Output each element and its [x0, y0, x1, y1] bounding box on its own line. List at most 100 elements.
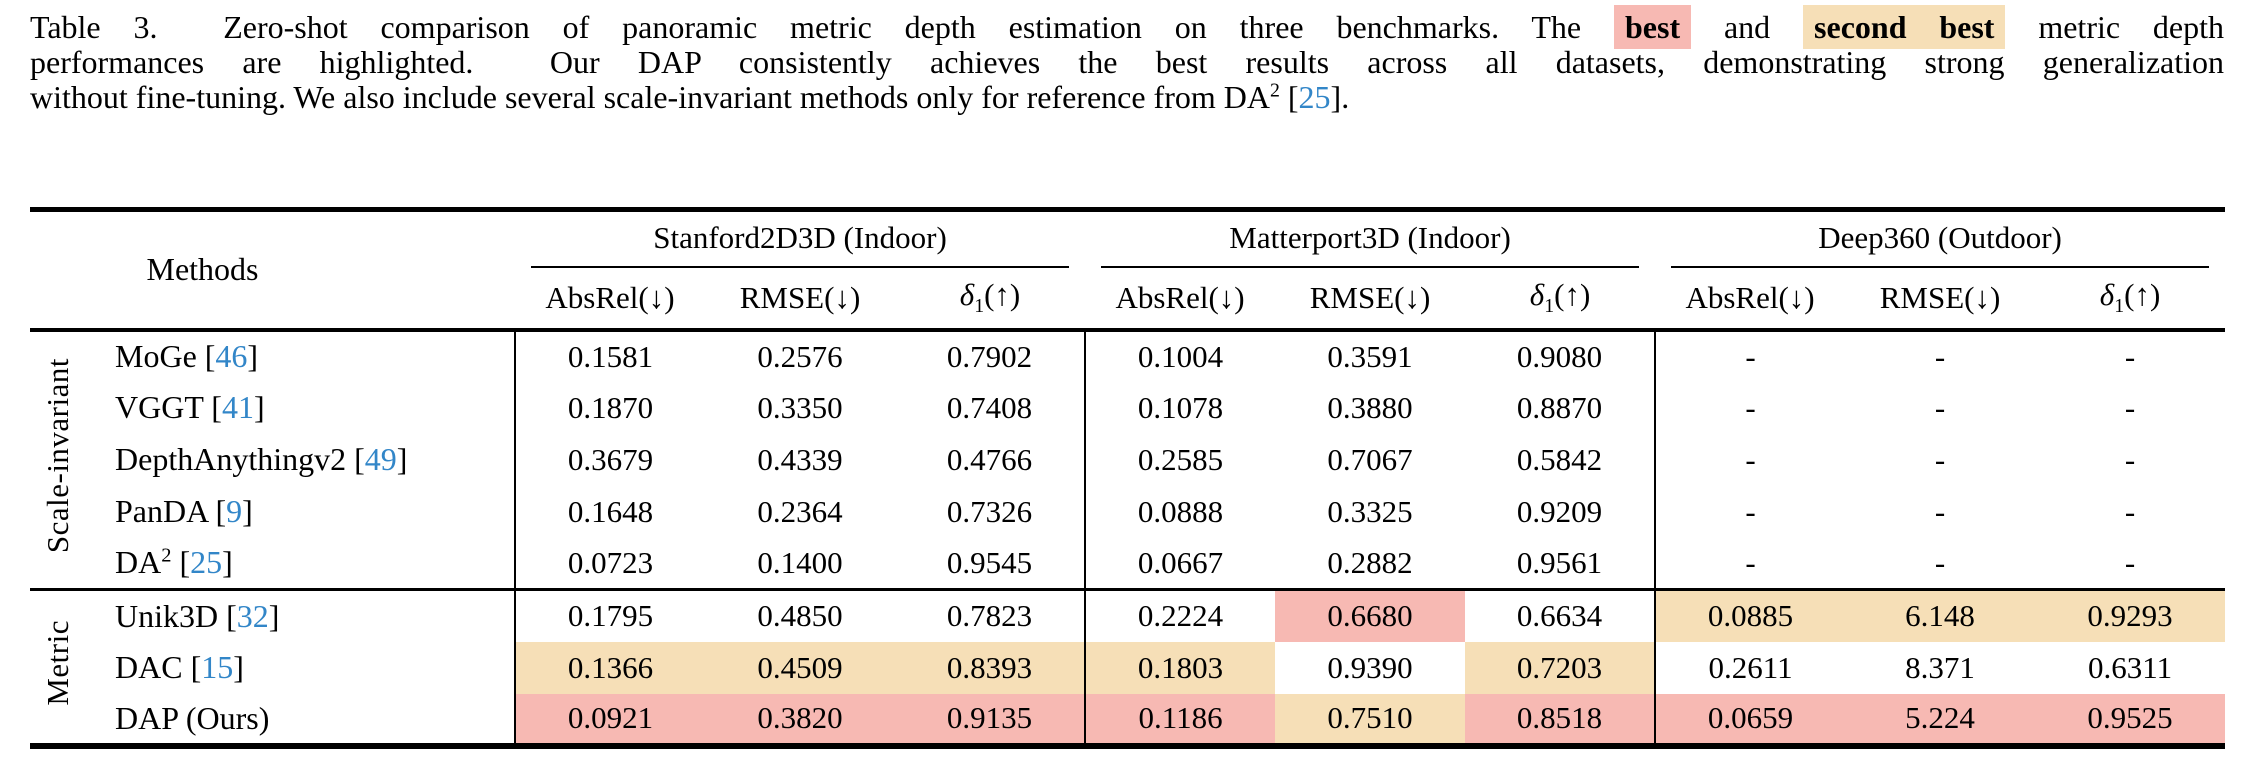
table-row: DAP (Ours) 0.0921 0.3820 0.9135 0.1186 0.7510… [30, 693, 2226, 746]
value-cell: 0.7902 [946, 338, 1033, 374]
value-cell: 0.0921 [514, 693, 705, 746]
citation-ref[interactable]: 32 [236, 597, 269, 634]
table-row: Metric Unik3D [32] 0.1795 0.4850 0.7823 0.222… [30, 589, 2226, 706]
value-cell: 0.9525 [2035, 693, 2226, 746]
value-cell: 0.1795 [514, 589, 705, 642]
column-header-absrel: AbsRel(↓) [1115, 279, 1245, 315]
table-row: VGGT [41] 0.1870 0.3350 0.7408 0.1078 0.3880 0… [30, 381, 2225, 434]
value-cell: - [2124, 389, 2136, 425]
column-header-rmse: RMSE(↓) [1879, 279, 2001, 315]
group-header-label: Matterport3D (Indoor) [1101, 216, 1640, 268]
value-cell: - [2124, 338, 2136, 374]
method-name: DAP (Ours) [115, 699, 270, 736]
caption-line: Table 3. Zero-shot comparison of panoram… [30, 5, 2225, 49]
citation-ref[interactable]: 49 [364, 441, 397, 477]
table-row: DA2 [25] 0.0723 0.1400 0.9545 0.0667 0.2882 0.… [30, 537, 2225, 590]
table-row: DAC [15] 0.1366 0.4509 0.8393 0.1803 0.9390 0.… [30, 641, 2225, 694]
value-cell: 0.4339 [757, 441, 843, 477]
value-cell: 0.6634 [1516, 598, 1603, 634]
group-header-label: Stanford2D3D (Indoor) [531, 216, 1070, 268]
table-header: Methods Stanford2D3D (Indoor) Matterport… [30, 210, 2226, 330]
best-highlight: best [1613, 5, 1692, 49]
value-cell: 8.371 [1905, 649, 1975, 685]
value-cell: 0.8518 [1465, 693, 1656, 746]
method-name: DA2 [25] [115, 544, 233, 581]
value-cell: 5.224 [1845, 693, 2036, 746]
value-cell: - [1654, 433, 1846, 486]
value-cell: 0.7326 [946, 493, 1033, 529]
section-label: Metric [39, 619, 75, 706]
table-row: PanDA [9] 0.1648 0.2364 0.7326 0.0888 0.3325 0… [30, 485, 2225, 538]
value-cell: 0.2224 [1084, 589, 1276, 642]
citation-ref[interactable]: 15 [201, 649, 234, 685]
value-cell: 0.3591 [1327, 338, 1413, 374]
value-cell: 0.5842 [1516, 441, 1603, 477]
value-cell: - [1654, 537, 1846, 590]
caption-text: metric depth [2005, 9, 2225, 45]
method-name: PanDA [9] [115, 493, 253, 529]
column-header-absrel: AbsRel(↓) [1685, 279, 1815, 315]
results-table: Methods Stanford2D3D (Indoor) Matterport… [30, 207, 2226, 749]
citation-ref[interactable]: 41 [221, 389, 254, 425]
group-header-deep360: Deep360 (Outdoor) [1655, 210, 2225, 268]
value-cell: 0.3820 [705, 693, 895, 746]
value-cell: 0.9080 [1516, 338, 1603, 374]
column-header-δ: δ1(↑) [959, 276, 1021, 318]
group-header-label: Deep360 (Outdoor) [1671, 216, 2210, 268]
value-cell: 0.1186 [1084, 693, 1276, 746]
value-cell: 0.2882 [1327, 544, 1413, 580]
value-cell: - [2124, 493, 2136, 529]
methods-column-header: Methods [146, 251, 259, 288]
value-cell: 0.0659 [1654, 693, 1846, 746]
group-header-stanford2d3d: Stanford2D3D (Indoor) [515, 210, 1085, 268]
value-cell: - [1934, 389, 1946, 425]
value-cell: - [2124, 544, 2136, 580]
second-best-highlight: second best [1803, 5, 2006, 49]
column-header-δ: δ1(↑) [1529, 276, 1591, 318]
method-name: Unik3D [32] [115, 597, 280, 634]
value-cell: 0.3679 [514, 433, 705, 486]
method-name: VGGT [41] [115, 389, 265, 425]
value-cell: 0.4509 [705, 641, 895, 694]
value-cell: 0.1366 [514, 641, 705, 694]
value-cell: 0.3325 [1327, 493, 1413, 529]
value-cell: 0.8870 [1516, 389, 1603, 425]
citation-ref[interactable]: 9 [226, 493, 243, 529]
value-cell: 0.2576 [757, 338, 843, 374]
caption-text: Table 3. Zero-shot comparison of panoram… [30, 9, 1614, 45]
caption-line: performances are highlighted. Our DAP co… [30, 45, 2224, 80]
group-header-matterport3d: Matterport3D (Indoor) [1085, 210, 1655, 268]
value-cell: 0.0667 [1084, 537, 1276, 590]
value-cell: - [1654, 381, 1846, 434]
section-label-cell: Scale-invariant [30, 330, 85, 590]
table-row: DepthAnythingv2 [49] 0.3679 0.4339 0.4766 0.… [30, 433, 2225, 486]
value-cell: 0.9561 [1516, 544, 1603, 580]
value-cell: 0.9135 [895, 693, 1086, 746]
value-cell: 0.1004 [1084, 329, 1276, 382]
value-cell: 0.1803 [1084, 641, 1276, 694]
value-cell: 0.8393 [895, 641, 1086, 694]
value-cell: - [1934, 493, 1946, 529]
value-cell: 0.2364 [757, 493, 843, 529]
citation-ref[interactable]: 46 [215, 338, 248, 374]
value-cell: 0.0885 [1654, 589, 1846, 642]
value-cell: 0.0888 [1084, 485, 1276, 538]
value-cell: 0.3350 [757, 389, 843, 425]
value-cell: 0.1648 [514, 485, 705, 538]
method-name: DAC [15] [115, 649, 244, 685]
value-cell: - [1934, 544, 1946, 580]
value-cell: 0.3880 [1327, 389, 1413, 425]
caption-text: without fine-tuning. We also include sev… [30, 79, 1270, 115]
value-cell: 0.7510 [1275, 693, 1466, 746]
value-cell: 0.1400 [757, 544, 843, 580]
value-cell: 0.0723 [514, 537, 705, 590]
value-cell: - [2124, 441, 2136, 477]
caption-line: without fine-tuning. We also include sev… [30, 80, 2224, 115]
value-cell: 0.7823 [946, 598, 1033, 634]
value-cell: - [1934, 338, 1946, 374]
value-cell: 0.9390 [1327, 649, 1413, 685]
value-cell: 0.9209 [1516, 493, 1603, 529]
citation-ref[interactable]: 25 [190, 544, 223, 581]
citation-ref[interactable]: 25 [1298, 79, 1331, 115]
superscript: 2 [1269, 79, 1280, 102]
